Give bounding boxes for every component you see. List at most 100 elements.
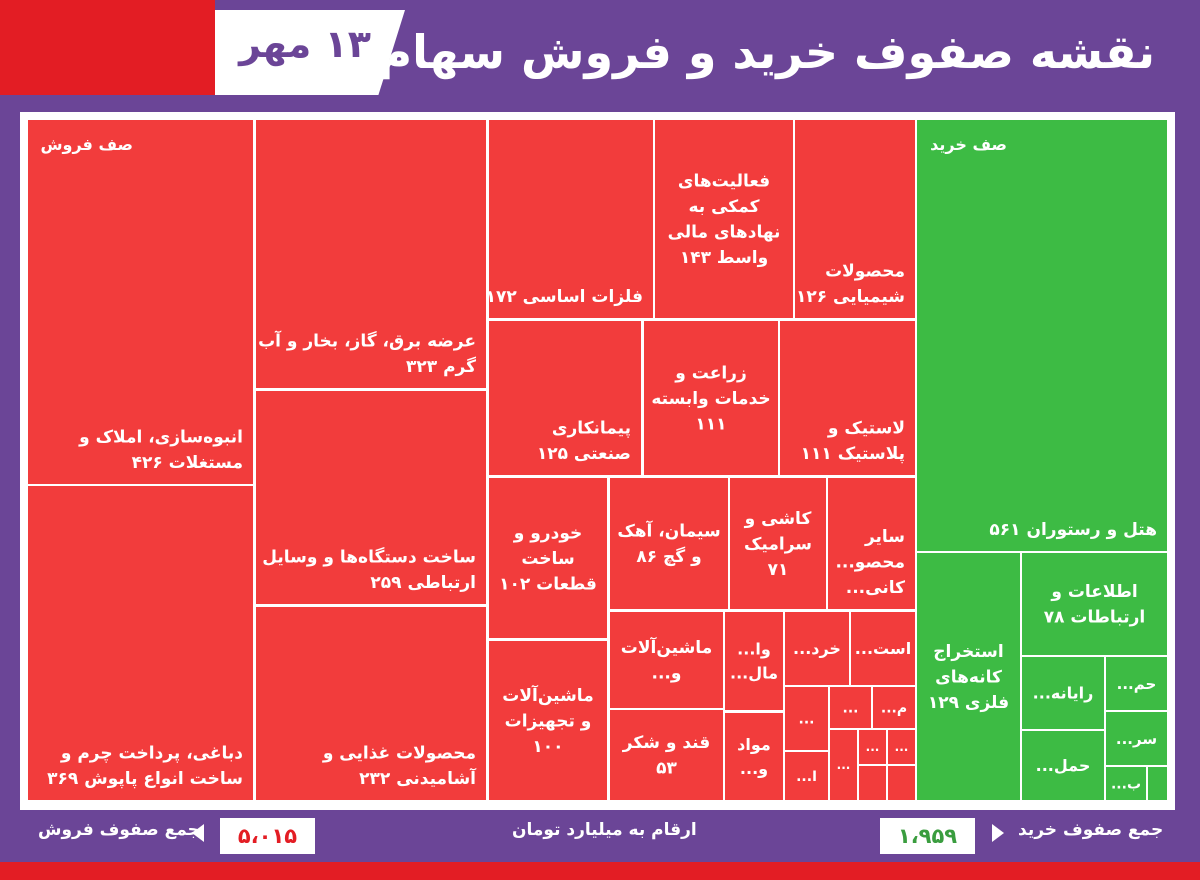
- tile-label: سر...: [1116, 730, 1157, 748]
- tile-label: م...: [881, 700, 907, 716]
- sell-tile-12: [489, 641, 607, 800]
- sell-tile-8: [489, 321, 641, 475]
- tile-label: ماشین‌آلات: [621, 636, 712, 658]
- sell-tile-3: [256, 391, 486, 604]
- tile-label: استخراج: [933, 642, 1003, 662]
- sell-tile-11: [489, 478, 607, 638]
- tile-label: ...: [843, 700, 859, 716]
- tile-label: ماشین‌آلات: [502, 684, 593, 706]
- footer-bar: جمع صفوف فروش ۵،۰۱۵ ارقام به میلیارد توم…: [0, 810, 1200, 880]
- tile-label: و...: [652, 664, 682, 684]
- tile-label: گرم ۳۲۳: [406, 356, 476, 377]
- tile-label: است...: [855, 639, 911, 658]
- tile-label: محصولات غذایی و: [322, 744, 476, 764]
- tile-label: خودرو و: [513, 523, 582, 543]
- tile-label: ارتباطات ۷۸: [1044, 608, 1145, 628]
- sell-tile-9: [644, 321, 778, 475]
- sell-tile-16: [610, 612, 723, 708]
- sell-tile-19: [725, 713, 783, 800]
- top-left-red-band: [0, 0, 215, 95]
- tile-label: محصو...: [835, 553, 905, 573]
- tile-label: پیمانکاری: [552, 419, 631, 439]
- date-label: ۱۳ مهر: [239, 22, 371, 66]
- tile-label: و...: [740, 759, 768, 778]
- tile-label: لاستیک و: [827, 419, 905, 439]
- buy-arrow-icon: [992, 824, 1004, 842]
- tile-label: مستغلات ۴۲۶: [132, 453, 243, 473]
- tile-label: ارتباطی ۲۵۹: [370, 573, 476, 593]
- tile-label: ...: [866, 740, 880, 754]
- sell-tile-22: [785, 687, 828, 750]
- tile-label: ساخت انواع پاپوش ۳۶۹: [47, 769, 243, 789]
- page-title: نقشه صفوف خرید و فروش سهام: [378, 25, 1155, 79]
- tile-label: خرد...: [793, 639, 841, 658]
- sell-tile-13: [610, 478, 728, 609]
- sell-tile-28: [888, 730, 915, 764]
- tile-label: سیمان، آهک: [617, 520, 720, 542]
- buy-tile-36: [1106, 657, 1167, 710]
- tile-label: وا...: [737, 640, 771, 659]
- tile-label: و تجهیزات: [505, 711, 592, 731]
- buy-tile-39: [1148, 767, 1167, 800]
- tile-label: فلزات اساسی ۱۷۲: [486, 287, 643, 307]
- buy-group-header: صف خرید: [930, 135, 1007, 154]
- sell-tile-4: [256, 607, 486, 800]
- tile-label: سایر: [864, 527, 905, 547]
- sell-tile-27: [859, 730, 886, 764]
- sell-tile-17: [610, 710, 723, 800]
- sell-total-label: جمع صفوف فروش: [38, 820, 200, 840]
- tile-label: دباغی، پرداخت چرم و: [60, 744, 243, 764]
- tile-label: خدمات وابسته: [651, 389, 770, 409]
- tile-label: قند و شکر: [622, 733, 710, 753]
- bottom-red-band: [0, 862, 1200, 880]
- sell-group-header: صف فروش: [40, 135, 133, 154]
- tile-label: ...: [895, 740, 909, 754]
- buy-tile-38: [1106, 767, 1146, 800]
- tile-label: انبوه‌سازی، املاک و: [78, 428, 243, 448]
- treemap-chart: انبوه‌سازی، املاک و مستغلات ۴۲۶ دباغی، پرد…: [28, 120, 1167, 800]
- sell-tile-30: [888, 766, 915, 800]
- tile-label: حم...: [1117, 675, 1157, 693]
- sell-tile-10: [780, 321, 915, 475]
- tile-label: فعالیت‌های: [678, 172, 770, 192]
- tile-label: و گچ ۸۶: [636, 546, 701, 567]
- tile-label: عرضه برق، گاز، بخار و آب: [258, 330, 476, 352]
- buy-tile-33: [1022, 553, 1167, 655]
- tile-label: واسط ۱۴۳: [680, 248, 768, 268]
- tile-label: ...: [799, 711, 815, 727]
- sell-tile-2: [256, 120, 486, 388]
- tile-label: کانی...: [846, 578, 905, 598]
- tile-label: ۷۱: [768, 560, 789, 580]
- sell-tile-26: [830, 730, 857, 800]
- tile-label: زراعت و: [674, 363, 747, 383]
- sell-tile-15: [828, 478, 915, 609]
- tile-label: هتل و رستوران ۵۶۱: [989, 520, 1157, 540]
- tile-label: آشامیدنی ۲۳۲: [359, 767, 477, 789]
- sell-tile-1: [28, 486, 253, 800]
- tile-label: کانه‌های: [935, 667, 1002, 687]
- tile-label: فلزی ۱۲۹: [928, 693, 1009, 713]
- sell-tile-7: [795, 120, 915, 318]
- buy-tile-37: [1106, 712, 1167, 765]
- tile-label: شیمیایی ۱۲۶: [796, 287, 905, 307]
- tile-label: نهادهای مالی: [668, 223, 781, 243]
- tile-label: ب...: [1111, 776, 1141, 792]
- tile-label: مال...: [730, 664, 778, 683]
- sell-tile-18: [725, 612, 783, 710]
- tile-label: ا...: [796, 769, 817, 785]
- treemap-frame: انبوه‌سازی، املاک و مستغلات ۴۲۶ دباغی، پرد…: [20, 112, 1175, 810]
- tile-label: کاشی و: [744, 509, 812, 529]
- sell-arrow-icon: [192, 824, 204, 842]
- sell-tile-21: [851, 612, 915, 685]
- tile-label: رایانه...: [1033, 684, 1094, 703]
- tile-label: محصولات: [825, 262, 905, 282]
- tile-label: اطلاعات و: [1050, 582, 1137, 602]
- sell-tile-14: [730, 478, 826, 609]
- tile-label: ...: [837, 758, 851, 772]
- sell-tile-5: [489, 120, 653, 318]
- tile-label: کمکی به: [689, 197, 760, 217]
- tile-label: ۵۳: [656, 759, 677, 779]
- sell-tile-24: [830, 687, 871, 728]
- unit-note: ارقام به میلیارد تومان: [512, 820, 697, 840]
- tile-label: قطعات ۱۰۲: [499, 574, 597, 594]
